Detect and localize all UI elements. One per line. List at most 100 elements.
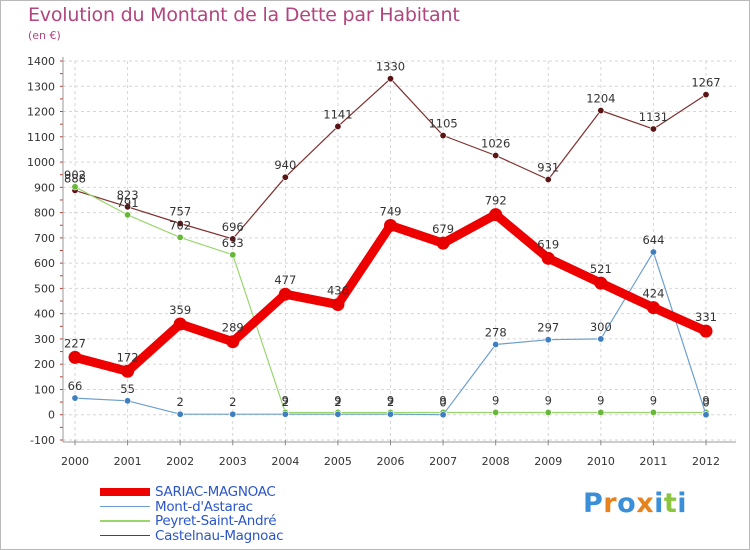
data-point <box>386 410 394 418</box>
y-tick-label: 1300 <box>27 80 55 93</box>
y-tick-label: 300 <box>34 333 55 346</box>
data-label: 278 <box>485 325 507 339</box>
data-label: 1131 <box>639 110 668 124</box>
legend-label-castelnau: Castelnau-Magnoac <box>155 527 284 544</box>
data-point <box>597 408 605 416</box>
data-point <box>229 410 237 418</box>
y-tick-label: 600 <box>34 257 55 270</box>
data-point <box>649 248 657 256</box>
x-tick-label: 2005 <box>324 455 352 468</box>
logo-letter: r <box>603 488 618 519</box>
legend-swatch-castelnau <box>100 534 150 536</box>
logo-letter: i <box>677 488 688 519</box>
axes: -100010020030040050060070080090010001100… <box>27 55 736 468</box>
y-tick-label: 800 <box>34 207 55 220</box>
data-label: 823 <box>117 188 139 202</box>
data-label: 477 <box>274 273 296 287</box>
x-tick-label: 2012 <box>692 455 720 468</box>
series-layer <box>68 75 713 419</box>
x-tick-label: 2010 <box>587 455 615 468</box>
data-label: 633 <box>222 236 244 250</box>
data-label: 436 <box>327 284 349 298</box>
data-point <box>226 335 240 349</box>
data-label: 331 <box>695 310 717 324</box>
data-label: 696 <box>222 220 244 234</box>
data-point <box>541 251 555 265</box>
data-label: 359 <box>169 303 191 317</box>
data-label: 644 <box>642 233 664 247</box>
data-label: 9 <box>545 393 552 407</box>
data-labels: 888 823 757 696 940 1141 1330 1105 1026 931 1204 11… <box>64 60 721 410</box>
y-tick-label: 900 <box>34 181 55 194</box>
data-point <box>229 251 237 259</box>
data-point <box>331 298 345 312</box>
logo-letter: P <box>583 488 604 519</box>
data-point <box>436 236 450 250</box>
data-label: 9 <box>492 393 499 407</box>
data-point <box>649 408 657 416</box>
data-label: 749 <box>380 204 402 218</box>
legend-label-peyret: Peyret-Saint-André <box>155 513 277 529</box>
grid <box>63 60 736 446</box>
data-label: 9 <box>439 393 446 407</box>
data-label: 9 <box>702 393 709 407</box>
data-label: 0 <box>439 396 446 410</box>
data-label: 9 <box>282 393 289 407</box>
proxiti-logo: Proxiti <box>583 488 687 519</box>
data-label: 0 <box>702 396 709 410</box>
legend-label-mont-dastarac: Mont-d'Astarac <box>155 498 253 515</box>
y-tick-label: 400 <box>34 308 55 321</box>
y-tick-label: 1000 <box>27 156 55 169</box>
data-point <box>68 350 82 364</box>
data-label: 1026 <box>481 136 510 150</box>
x-tick-label: 2001 <box>114 455 142 468</box>
legend-swatch-peyret <box>100 520 150 522</box>
data-point <box>121 364 135 378</box>
data-point <box>492 340 500 348</box>
data-label: 1267 <box>691 76 720 90</box>
data-point <box>544 176 552 184</box>
data-label: 55 <box>120 382 135 396</box>
data-point <box>597 335 605 343</box>
data-point <box>702 91 710 99</box>
data-point <box>489 208 503 222</box>
y-tick-label: 100 <box>34 383 55 396</box>
data-label: 1330 <box>376 60 405 74</box>
logo-letter: i <box>654 488 664 519</box>
data-label: 1141 <box>323 107 352 121</box>
x-tick-label: 2009 <box>534 455 562 468</box>
data-label: 679 <box>432 222 454 236</box>
data-label: 424 <box>642 287 664 301</box>
data-point <box>124 211 132 219</box>
data-point <box>229 235 237 243</box>
data-label: 1105 <box>428 117 457 131</box>
data-label: 2 <box>334 395 341 409</box>
y-tick-label: -100 <box>30 434 55 447</box>
x-tick-label: 2002 <box>166 455 194 468</box>
data-label: 297 <box>537 321 559 335</box>
data-point <box>71 394 79 402</box>
data-label: 289 <box>222 321 244 335</box>
data-point <box>386 75 394 83</box>
data-label: 2 <box>387 395 394 409</box>
data-label: 1204 <box>586 92 615 106</box>
data-point <box>702 411 710 419</box>
data-point <box>699 324 713 338</box>
data-label: 227 <box>64 336 86 350</box>
data-label: 757 <box>169 204 191 218</box>
data-label: 300 <box>590 320 612 334</box>
y-tick-label: 200 <box>34 358 55 371</box>
data-label: 9 <box>597 393 604 407</box>
y-tick-label: 1400 <box>27 55 55 68</box>
data-label: 940 <box>274 158 296 172</box>
data-point <box>278 287 292 301</box>
logo-letter: o <box>617 488 637 519</box>
data-point <box>492 151 500 159</box>
data-label: 9 <box>334 393 341 407</box>
legend-label-sariac: SARIAC-MAGNOAC <box>155 484 276 500</box>
unit-label: (en €) <box>28 29 61 42</box>
logo-letter: x <box>636 488 655 519</box>
data-label: 702 <box>169 218 191 232</box>
data-label: 931 <box>537 161 559 175</box>
